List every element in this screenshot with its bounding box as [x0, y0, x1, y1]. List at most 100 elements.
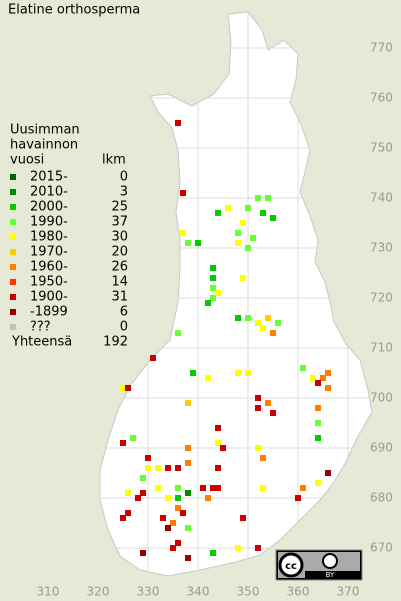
legend-swatch [10, 294, 16, 300]
legend-label: 2000- [30, 200, 68, 215]
x-tick-label: 310 [37, 585, 60, 599]
legend-count: 26 [111, 260, 128, 275]
observation-square [180, 230, 186, 236]
observation-square [125, 385, 131, 391]
x-tick-label: 320 [87, 585, 110, 599]
observation-square [160, 515, 166, 521]
cc-icon [278, 552, 304, 578]
legend-label: 1950- [30, 275, 68, 290]
observation-square [215, 485, 221, 491]
legend-heading: Uusimman [10, 123, 80, 138]
observation-square [175, 330, 181, 336]
legend-label: 1960- [30, 260, 68, 275]
x-tick-label: 360 [287, 585, 310, 599]
legend-swatch [10, 219, 16, 225]
x-tick-label: 340 [187, 585, 210, 599]
legend-count-heading: lkm [102, 153, 126, 168]
observation-square [205, 495, 211, 501]
observation-square [220, 445, 226, 451]
observation-square [255, 545, 261, 551]
observation-square [215, 440, 221, 446]
observation-square [205, 375, 211, 381]
observation-square [265, 400, 271, 406]
observation-square [270, 410, 276, 416]
observation-square [245, 205, 251, 211]
observation-square [260, 210, 266, 216]
observation-square [185, 240, 191, 246]
observation-square [240, 220, 246, 226]
legend-swatch [10, 174, 16, 180]
observation-square [315, 435, 321, 441]
license-badge: cc BY [275, 549, 363, 581]
observation-square [140, 550, 146, 556]
observation-square [255, 395, 261, 401]
observation-square [120, 440, 126, 446]
y-tick-label: 670 [370, 541, 393, 555]
observation-square [240, 275, 246, 281]
observation-square [260, 455, 266, 461]
observation-square [125, 510, 131, 516]
license-label: BY [326, 571, 335, 579]
observation-square [325, 385, 331, 391]
observation-square [200, 485, 206, 491]
legend-label: 1970- [30, 245, 68, 260]
y-tick-label: 720 [370, 291, 393, 305]
observation-square [235, 230, 241, 236]
legend-count: 31 [111, 290, 128, 305]
observation-square [245, 315, 251, 321]
total-count: 192 [103, 335, 128, 350]
legend-count: 37 [111, 215, 128, 230]
y-tick-label: 700 [370, 391, 393, 405]
observation-square [145, 465, 151, 471]
observation-square [320, 375, 326, 381]
legend-count: 0 [120, 320, 128, 335]
observation-square [210, 275, 216, 281]
observation-square [255, 405, 261, 411]
observation-square [145, 455, 151, 461]
observation-square [185, 445, 191, 451]
observation-square [315, 380, 321, 386]
observation-square [175, 465, 181, 471]
observation-square [175, 540, 181, 546]
observation-square [155, 465, 161, 471]
legend-swatch [10, 324, 16, 330]
observation-square [125, 490, 131, 496]
observation-square [235, 370, 241, 376]
observation-square [185, 400, 191, 406]
y-tick-label: 730 [370, 241, 393, 255]
x-tick-label: 370 [337, 585, 360, 599]
observation-square [140, 475, 146, 481]
observation-square [240, 515, 246, 521]
legend-count: 0 [120, 170, 128, 185]
observation-square [315, 420, 321, 426]
observation-square [195, 240, 201, 246]
observation-square [175, 485, 181, 491]
legend-label: 2015- [30, 170, 68, 185]
y-tick-label: 710 [370, 341, 393, 355]
legend-swatch [10, 189, 16, 195]
legend-count: 30 [111, 230, 128, 245]
title: Elatine orthosperma [8, 3, 140, 18]
by-strip [305, 571, 360, 578]
observation-square [130, 435, 136, 441]
observation-square [210, 485, 216, 491]
observation-square [300, 485, 306, 491]
observation-square [255, 445, 261, 451]
observation-square [210, 550, 216, 556]
legend-count: 6 [120, 305, 128, 320]
observation-square [315, 480, 321, 486]
legend-count: 25 [111, 200, 128, 215]
observation-square [325, 470, 331, 476]
legend-label: 1990- [30, 215, 68, 230]
observation-square [265, 315, 271, 321]
observation-square [180, 510, 186, 516]
observation-square [205, 300, 211, 306]
observation-square [325, 370, 331, 376]
observation-square [235, 240, 241, 246]
total-label: Yhteensä [11, 335, 72, 350]
observation-square [215, 425, 221, 431]
legend-label: 1900- [30, 290, 68, 305]
observation-square [300, 365, 306, 371]
observation-square [260, 485, 266, 491]
